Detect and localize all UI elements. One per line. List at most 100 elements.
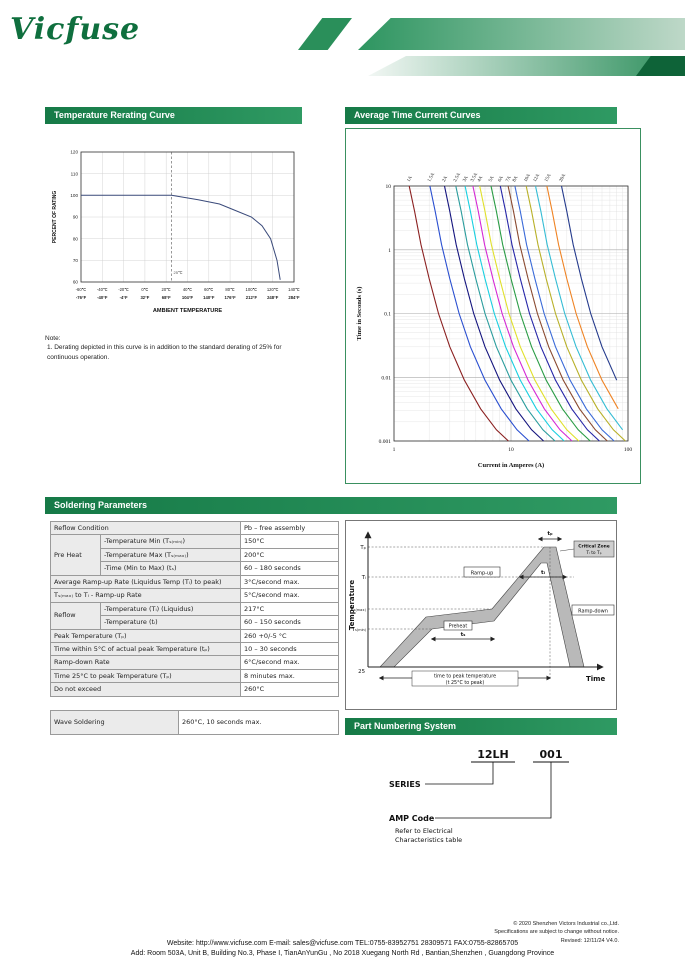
tcc-curve-4A <box>479 185 580 442</box>
amp-code-note-1: Refer to Electrical <box>395 827 453 835</box>
soldering-cell: -Time (Min to Max) (tₛ) <box>99 561 242 576</box>
x-tick-label-c: -40℃ <box>97 287 108 292</box>
tcc-curve-1.5A <box>429 185 530 442</box>
soldering-row: -Temperature (tₗ) 60 – 150 seconds <box>51 615 340 630</box>
x-tick-label-f: 176°F <box>224 295 236 300</box>
soldering-cell: -Temperature (tₗ) <box>99 615 242 630</box>
wave-soldering-label: Wave Soldering <box>50 709 179 735</box>
curve-label-3.5A: 3.5A <box>470 172 479 183</box>
soldering-cell: Reflow <box>50 601 101 630</box>
preheat-label: Preheat <box>449 624 468 630</box>
rerating-curve <box>81 194 281 280</box>
tsmax-label: Tₛ₍ₘₐₓ₎ <box>349 607 366 613</box>
soldering-cell: Time 25°C to peak Temperature (Tₚ) <box>49 668 242 684</box>
x-tick-label-c: 120℃ <box>267 287 279 292</box>
plot-border <box>80 151 295 283</box>
curve-label-1A: 1A <box>407 175 414 183</box>
tsmin-label: Tₛ₍ₘᵢₙ₎ <box>351 627 367 633</box>
y-tick-label: 60 <box>73 280 79 285</box>
tcc-curve-3A <box>464 185 565 442</box>
x-tick-label-f: 140°F <box>203 295 215 300</box>
curve-label-8A: 8A <box>512 175 519 183</box>
section-header-tcc: Average Time Current Curves <box>345 107 617 124</box>
reflow-diagram-svg: Temperature Time Tₚ Tₗ Tₛ₍ₘₐₓ₎ Tₛ₍ₘᵢₙ₎ 2… <box>348 531 615 687</box>
footer-legal: © 2020 Shenzhen Victors Industrial co.,L… <box>494 920 619 945</box>
curve-label-5A: 5A <box>488 175 495 183</box>
soldering-cell: Pb – free assembly <box>240 520 340 536</box>
critical-zone-label-2: Tₗ to Tₚ <box>585 550 601 556</box>
time-axis-label: Time <box>586 675 605 683</box>
x-axis-title: AMBIENT TEMPERATURE <box>153 308 222 314</box>
soldering-cell: Do not exceed <box>49 682 242 697</box>
ts-span-label: tₛ <box>461 632 466 638</box>
x-tick-label-c: 140℃ <box>288 287 300 292</box>
soldering-cell: 10 – 30 seconds <box>240 641 340 657</box>
soldering-cell: 6°C/second max. <box>240 655 340 670</box>
x-axis-title: Current in Amperes (A) <box>478 462 544 469</box>
amp-code-note-2: Characteristics table <box>395 836 462 844</box>
wave-soldering-table: Wave Soldering 260°C, 10 seconds max. <box>50 709 339 735</box>
x-tick-label-f: 284°F <box>288 295 300 300</box>
plot-border <box>393 185 629 442</box>
curve-label-6A: 6A <box>498 175 505 183</box>
tp-span-label: tₚ <box>547 531 553 537</box>
soldering-row: -Temperature Max (Tₛ₍ₘₐₓ₎) 200°C <box>51 547 340 563</box>
soldering-cell: Tₛ₍ₘₐₓ₎ to Tₗ - Ramp-up Rate <box>49 588 242 603</box>
soldering-cell: 8 minutes max. <box>240 668 340 684</box>
soldering-row: Reflow -Temperature (Tₗ) (Liquidus) 217°C <box>50 601 340 630</box>
soldering-row: -Time (Min to Max) (tₛ) 60 – 180 seconds <box>51 561 340 576</box>
series-label: SERIES <box>389 780 421 789</box>
part-numbering: 12LH 001 SERIES AMP Code Refer to Electr… <box>345 740 617 870</box>
wave-soldering-row: Wave Soldering 260°C, 10 seconds max. <box>50 709 339 735</box>
y-tick-label: 110 <box>71 171 79 176</box>
tcc-chart: 10 1 0.1 0.01 0.001 1 10 100 1A 1.5A 2A 2.5A 3A 3.5A 4… <box>345 128 641 484</box>
footer-address: Add: Room 503A, Unit B, Building No.3, P… <box>130 950 555 957</box>
x-tick-label: 100 <box>624 447 633 453</box>
soldering-cell: 5°C/second max. <box>240 588 340 603</box>
soldering-cell: 3°C/second max. <box>240 574 340 590</box>
footer-contact: Website: http://www.vicfuse.com E-mail: … <box>166 940 519 947</box>
y-tick-label: 1 <box>388 248 391 254</box>
y-tick-label: 90 <box>73 215 79 220</box>
header-deco-swoosh-tip <box>636 56 685 76</box>
x-tick-label-c: 0℃ <box>141 287 148 292</box>
tp-label: Tₚ <box>359 545 366 551</box>
t25-label: 25 <box>358 669 365 675</box>
soldering-row: Reflow Condition Pb – free assembly <box>49 520 340 536</box>
soldering-row: Time 25°C to peak Temperature (Tₚ) 8 minu… <box>49 668 340 684</box>
tcc-curve-20A <box>560 185 618 381</box>
soldering-cell: 60 – 150 seconds <box>240 615 340 630</box>
part-code-amp: 001 <box>540 748 563 761</box>
soldering-cell: -Temperature Max (Tₛ₍ₘₐₓ₎) <box>99 547 242 563</box>
rerating-chart-svg: 60 70 80 90 100 110 120 -60℃ -40℃ -20℃ 0℃ 20℃ 40℃ 60℃… <box>52 150 300 314</box>
x-tick-label-f: -40°F <box>97 295 108 300</box>
y-axis-title: PERCENT OF RATING <box>52 191 58 244</box>
soldering-row: Pre Heat -Temperature Min (Tₛ₍ₘᵢₙ₎) 150°C <box>50 534 340 576</box>
x-tick-label-c: -20℃ <box>118 287 129 292</box>
soldering-row: Ramp-down Rate 6°C/second max. <box>49 655 340 670</box>
time-to-peak-label-2: (t 25°C to peak) <box>446 680 485 686</box>
soldering-cell: 200°C <box>240 547 340 563</box>
y-tick-label: 120 <box>70 150 78 155</box>
section-header-soldering: Soldering Parameters <box>45 497 617 514</box>
soldering-cell: -Temperature Min (Tₛ₍ₘᵢₙ₎) <box>99 534 242 549</box>
soldering-cell: 217°C <box>240 601 340 617</box>
reference-line-label: 25℃ <box>174 270 183 275</box>
soldering-cell: Peak Temperature (Tₚ) <box>49 628 242 643</box>
x-tick-label-f: 212°F <box>246 295 258 300</box>
rerating-chart: 60 70 80 90 100 110 120 -60℃ -40℃ -20℃ 0℃ 20℃ 40℃ 60℃… <box>45 128 303 330</box>
soldering-cell: Ramp-down Rate <box>49 655 242 670</box>
curve-label-2.5A: 2.5A <box>453 172 462 183</box>
y-tick-label: 70 <box>73 258 79 263</box>
part-code-series: 12LH <box>477 748 509 761</box>
time-to-peak-box <box>411 670 519 687</box>
soldering-row: Do not exceed 260°C <box>49 682 340 697</box>
tcc-curve-5A <box>490 185 591 442</box>
curve-label-3A: 3A <box>462 175 469 183</box>
header-deco-stripe-dark <box>298 18 352 50</box>
soldering-cell: 260 +0/-5 °C <box>240 628 340 643</box>
x-tick-label-f: 104°F <box>182 295 194 300</box>
rerating-note: Note: 1. Derating depicted in this curve… <box>45 334 307 362</box>
curve-label-10A: 10A <box>524 173 533 183</box>
x-tick-label: 1 <box>393 447 396 453</box>
